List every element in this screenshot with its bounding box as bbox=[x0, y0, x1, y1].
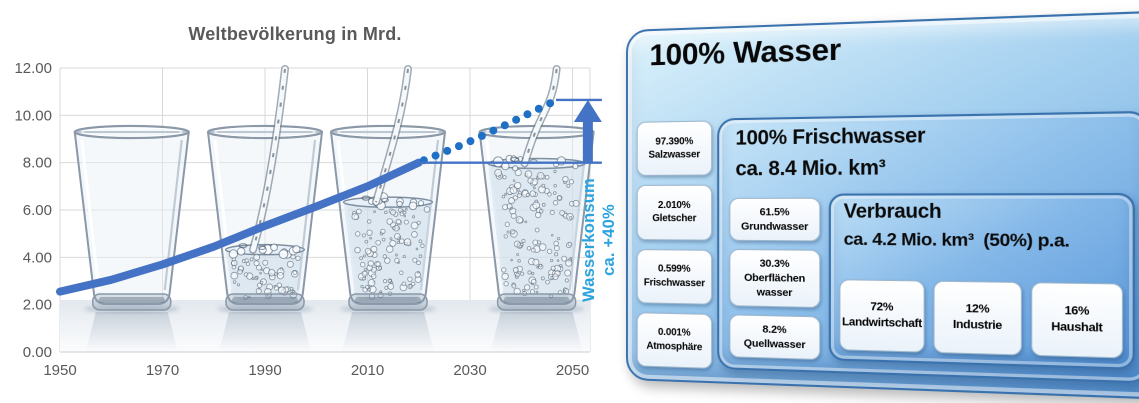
svg-text:0.00: 0.00 bbox=[23, 344, 52, 361]
glass-nearly-full bbox=[478, 65, 595, 352]
usage-label: Haushalt bbox=[1051, 320, 1103, 335]
svg-text:8.00: 8.00 bbox=[23, 155, 52, 172]
svg-text:1970: 1970 bbox=[146, 362, 179, 379]
svg-text:2.00: 2.00 bbox=[23, 297, 52, 314]
water-shares-column: 97.390% Salzwasser 2.010% Gletscher 0.59… bbox=[636, 120, 713, 369]
share-value: 97.390% bbox=[655, 135, 694, 148]
svg-text:4.00: 4.00 bbox=[23, 249, 52, 266]
annotation-line2: ca. +40% bbox=[599, 204, 618, 276]
population-line-solid bbox=[56, 158, 423, 296]
usage-value: 72% bbox=[870, 300, 894, 314]
usage-box-haushalt: 16% Haushalt bbox=[1031, 282, 1124, 359]
share-value: 8.2% bbox=[762, 323, 787, 337]
share-label: Quellwasser bbox=[743, 337, 806, 352]
glass-one-third-full bbox=[206, 65, 324, 352]
share-value: 2.010% bbox=[657, 199, 691, 211]
water-consumption-label: Wasserkonsum ca. +40% bbox=[580, 160, 624, 320]
share-value: 0.001% bbox=[657, 327, 691, 340]
wasser-box: 100% Wasser 97.390% Salzwasser 2.010% Gl… bbox=[626, 10, 1139, 400]
verbrauch-box: Verbrauch ca. 4.2 Mio. km³ (50%) p.a. 72… bbox=[828, 192, 1135, 370]
svg-text:12.00: 12.00 bbox=[14, 60, 52, 77]
usage-label: Industrie bbox=[952, 318, 1002, 333]
x-axis-labels: 1950 1970 1990 2010 2030 2050 bbox=[43, 362, 589, 379]
share-label: Salzwasser bbox=[648, 149, 701, 161]
usage-box-landwirtschaft: 72% Landwirtschaft bbox=[839, 279, 925, 353]
svg-text:2050: 2050 bbox=[556, 362, 589, 379]
svg-text:1950: 1950 bbox=[43, 362, 76, 379]
share-box-oberflaechenwasser: 30.3% Oberflächen wasser bbox=[729, 248, 821, 309]
frischwasser-title: 100% Frischwasser bbox=[735, 124, 926, 150]
glass-over-half-full bbox=[329, 65, 447, 352]
wasser-title: 100% Wasser bbox=[649, 32, 841, 73]
consumption-increase-arrow bbox=[573, 99, 602, 163]
chart-title: Weltbevölkerung in Mrd. bbox=[188, 24, 402, 44]
annotation-line1: Wasserkonsum bbox=[580, 178, 598, 302]
share-box-quellwasser: 8.2% Quellwasser bbox=[729, 314, 821, 361]
share-label: Oberflächen wasser bbox=[744, 271, 806, 300]
share-box-grundwasser: 61.5% Grundwasser bbox=[729, 197, 821, 242]
freshwater-shares-column: 61.5% Grundwasser 30.3% Oberflächen wass… bbox=[729, 197, 821, 361]
share-label: Gletscher bbox=[652, 213, 697, 225]
share-label: Frischwasser bbox=[643, 276, 705, 290]
verbrauch-title: Verbrauch bbox=[843, 200, 942, 224]
svg-text:10.00: 10.00 bbox=[14, 107, 52, 124]
share-box-salzwasser: 97.390% Salzwasser bbox=[636, 120, 713, 177]
svg-text:2010: 2010 bbox=[351, 362, 384, 379]
share-box-atmosphaere: 0.001% Atmosphäre bbox=[636, 311, 713, 369]
usage-value: 16% bbox=[1064, 304, 1090, 319]
usage-label: Landwirtschaft bbox=[842, 315, 922, 331]
verbrauch-subtitle: ca. 4.2 Mio. km³ (50%) p.a. bbox=[843, 229, 1070, 251]
y-axis-labels: 0.00 2.00 4.00 6.00 8.00 10.00 12.00 bbox=[14, 60, 52, 361]
share-value: 61.5% bbox=[759, 205, 790, 219]
share-value: 0.599% bbox=[657, 263, 691, 276]
population-water-chart: 1950 1970 1990 2010 2030 2050 0.00 2.00 4.00 6.00… bbox=[14, 24, 624, 379]
water-distribution-panel: 100% Wasser 97.390% Salzwasser 2.010% Gl… bbox=[624, 8, 1139, 400]
usage-value: 12% bbox=[965, 302, 990, 317]
share-label: Grundwasser bbox=[741, 220, 809, 234]
chart-canvas: 1950 1970 1990 2010 2030 2050 0.00 2.00 4.00 6.00… bbox=[14, 60, 602, 379]
svg-text:2030: 2030 bbox=[453, 362, 486, 379]
usage-row: 72% Landwirtschaft 12% Industrie 16% Hau… bbox=[839, 279, 1124, 359]
population-line-dotted bbox=[419, 98, 556, 165]
svg-text:1990: 1990 bbox=[248, 362, 281, 379]
share-value: 30.3% bbox=[759, 257, 790, 270]
usage-box-industrie: 12% Industrie bbox=[933, 280, 1022, 356]
svg-text:6.00: 6.00 bbox=[23, 202, 52, 219]
share-box-gletscher: 2.010% Gletscher bbox=[636, 184, 713, 241]
share-box-frischwasser: 0.599% Frischwasser bbox=[636, 248, 713, 305]
frischwasser-box: 100% Frischwasser ca. 8.4 Mio. km³ 61.5%… bbox=[717, 110, 1139, 384]
frischwasser-subtitle: ca. 8.4 Mio. km³ bbox=[735, 156, 886, 181]
share-label: Atmosphäre bbox=[646, 340, 703, 354]
